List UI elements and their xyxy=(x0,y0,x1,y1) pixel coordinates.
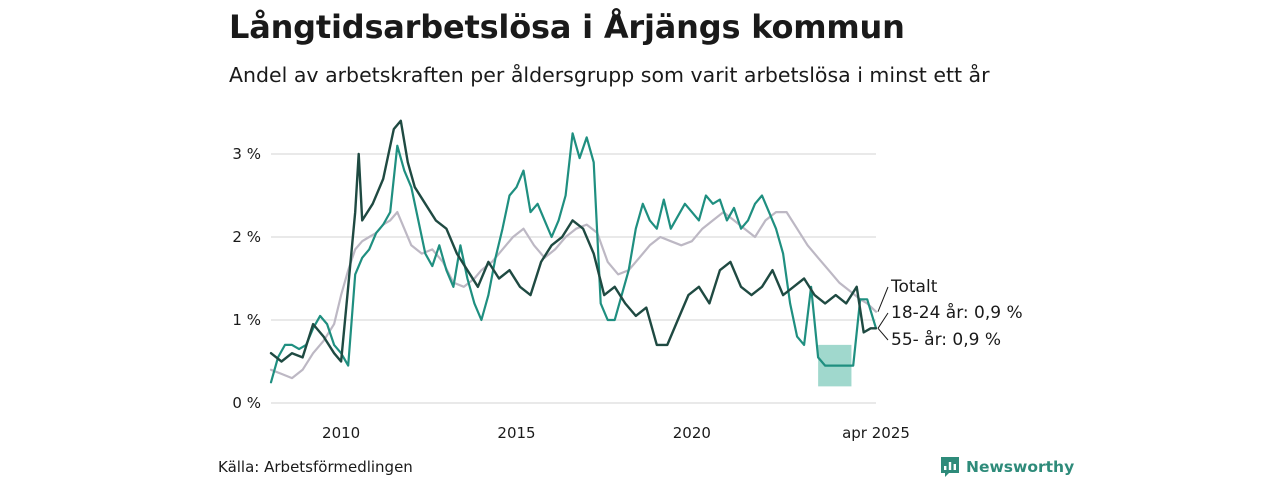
x-tick-label: 2020 xyxy=(673,424,711,442)
label-leader-totalt xyxy=(877,286,889,312)
series-label-age_18_24: 18-24 år: 0,9 % xyxy=(891,302,1023,323)
newsworthy-logo-icon xyxy=(941,457,959,477)
series-line-age_55 xyxy=(269,119,878,363)
gridlines xyxy=(271,153,876,404)
series-label-age_55: 55- år: 0,9 % xyxy=(891,329,1001,350)
brand-name: Newsworthy xyxy=(966,458,1075,476)
series-line-age_18_24 xyxy=(269,132,878,384)
y-tick-label: 3 % xyxy=(232,145,261,163)
y-tick-label: 1 % xyxy=(232,311,261,329)
series-lines xyxy=(269,119,878,384)
label-leader-age_55 xyxy=(877,327,889,341)
series-line-totalt xyxy=(269,211,878,380)
x-tick-label: 2015 xyxy=(497,424,535,442)
x-tick-label: apr 2025 xyxy=(842,424,910,442)
series-labels: Totalt 18-24 år: 0,9 % 55- år: 0,9 % xyxy=(877,277,1023,350)
source-note: Källa: Arbetsförmedlingen xyxy=(218,458,413,476)
x-axis-ticks: 2010 2015 2020 apr 2025 xyxy=(322,424,910,442)
y-tick-label: 0 % xyxy=(232,394,261,412)
chart-title: Långtidsarbetslösa i Årjängs kommun xyxy=(229,8,905,46)
brand-logo: Newsworthy xyxy=(940,456,1074,478)
x-tick-label: 2010 xyxy=(322,424,360,442)
series-label-totalt: Totalt xyxy=(890,277,938,297)
chart-subtitle: Andel av arbetskraften per åldersgrupp s… xyxy=(229,63,990,87)
y-axis-ticks: 0 % 1 % 2 % 3 % xyxy=(232,145,261,412)
y-tick-label: 2 % xyxy=(232,228,261,246)
label-leader-age_18_24 xyxy=(877,312,889,329)
